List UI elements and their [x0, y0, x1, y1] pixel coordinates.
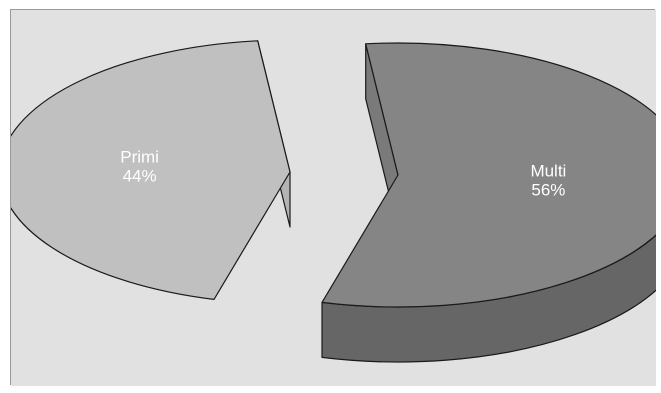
chart-frame: Primi 44% Multi 56% [10, 9, 656, 386]
slice-primi[interactable]: Primi 44% [11, 40, 291, 300]
slice-primi-label: Primi [120, 148, 159, 167]
slice-multi-percent: 56% [531, 180, 565, 199]
pie-chart: Primi 44% Multi 56% [11, 10, 656, 386]
slice-multi-top [321, 42, 656, 308]
slice-multi-label: Multi [530, 161, 566, 180]
slice-multi[interactable]: Multi 56% [321, 42, 656, 363]
slice-primi-percent: 44% [123, 167, 157, 186]
slice-primi-top [11, 40, 291, 300]
